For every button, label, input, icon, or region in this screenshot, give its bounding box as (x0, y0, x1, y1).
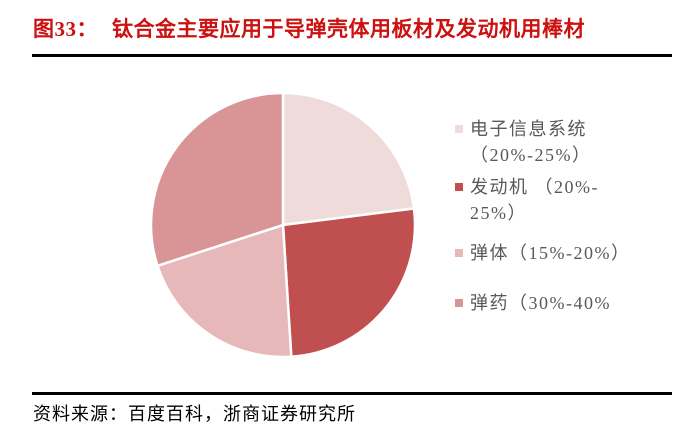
legend-item-1: 发动机 （20%- 25%） (455, 174, 687, 226)
footer-divider-line (32, 392, 672, 395)
legend-label: 发动机 （20%- 25%） (470, 177, 599, 223)
chart-legend: 电子信息系统 （20%-25%） 发动机 （20%- 25%） 弹体（15%-20%） 弹… (455, 116, 687, 316)
legend-label: 弹体（15%-20%） (470, 243, 631, 263)
pie-slice-0 (281, 91, 416, 227)
pie-chart (149, 91, 417, 359)
legend-item-0: 电子信息系统 （20%-25%） (455, 116, 687, 168)
pie-chart-area: 电子信息系统 （20%-25%） 发动机 （20%- 25%） 弹体（15%-20%） 弹… (0, 60, 689, 390)
legend-item-3: 弹药（30%-40% (455, 290, 687, 316)
legend-label: 电子信息系统 （20%-25%） (470, 119, 592, 165)
legend-marker-swatch (455, 183, 463, 191)
legend-marker-swatch (455, 125, 463, 133)
legend-item-2: 弹体（15%-20%） (455, 240, 687, 266)
pie-slice-3 (149, 91, 285, 268)
pie-slice-1 (281, 207, 417, 358)
figure-title: 图33： 钛合金主要应用于导弹壳体用板材及发动机用棒材 (33, 13, 673, 43)
legend-marker-swatch (455, 249, 463, 257)
figure-title-text: 钛合金主要应用于导弹壳体用板材及发动机用棒材 (112, 17, 585, 41)
pie-slice-2 (156, 223, 293, 359)
legend-label: 弹药（30%-40% (470, 293, 611, 313)
source-note: 资料来源：百度百科，浙商证券研究所 (33, 404, 356, 424)
legend-marker-swatch (455, 299, 463, 307)
title-divider-line (32, 54, 672, 57)
figure-number-label: 图33： (33, 17, 98, 41)
